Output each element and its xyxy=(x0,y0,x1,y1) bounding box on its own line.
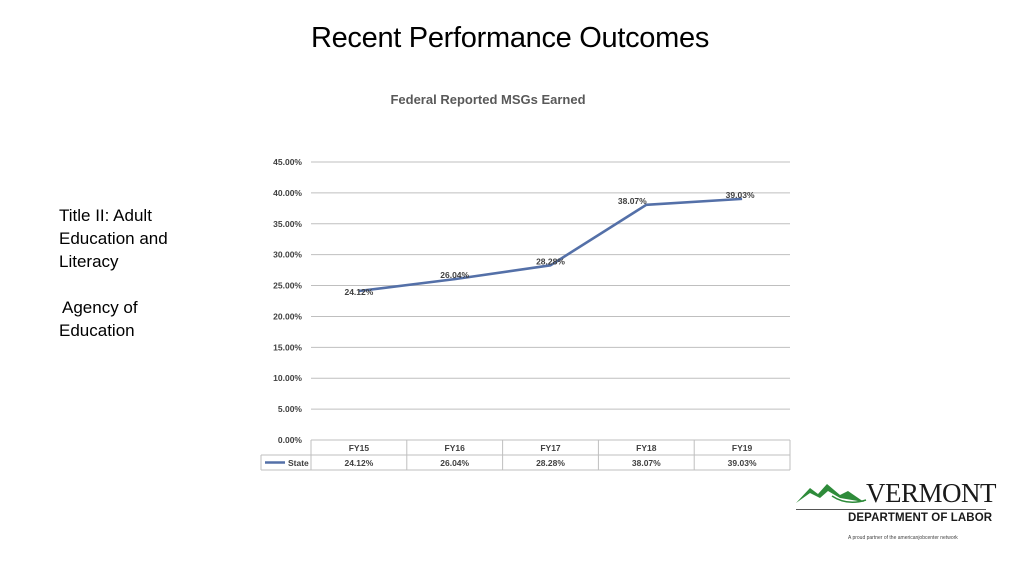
data-label: 24.12% xyxy=(344,287,373,297)
x-category-label: FY16 xyxy=(445,443,466,453)
side-text-line: Agency of xyxy=(62,298,138,317)
table-value: 38.07% xyxy=(632,458,661,468)
x-category-label: FY15 xyxy=(349,443,370,453)
slide-title: Recent Performance Outcomes xyxy=(310,22,710,54)
y-tick-label: 10.00% xyxy=(273,373,302,383)
series-line-state xyxy=(358,197,743,293)
table-value: 28.28% xyxy=(536,458,565,468)
y-tick-label: 40.00% xyxy=(273,188,302,198)
logo-divider xyxy=(796,509,986,510)
y-tick-label: 20.00% xyxy=(273,311,302,321)
side-text-line: Education and xyxy=(59,229,168,248)
side-text-line: Education xyxy=(59,321,135,340)
data-label: 39.03% xyxy=(726,190,755,200)
logo-wordmark: VERMONT xyxy=(866,478,997,508)
table-value: 26.04% xyxy=(440,458,469,468)
side-text-line: Literacy xyxy=(59,252,119,271)
data-label: 38.07% xyxy=(618,196,647,206)
y-tick-label: 35.00% xyxy=(273,219,302,229)
legend-label: State xyxy=(288,458,309,468)
y-tick-label: 25.00% xyxy=(273,281,302,291)
y-tick-label: 15.00% xyxy=(273,342,302,352)
chart-title: Federal Reported MSGs Earned xyxy=(390,92,585,107)
data-label: 26.04% xyxy=(440,270,469,280)
y-tick-label: 45.00% xyxy=(273,157,302,167)
y-tick-label: 5.00% xyxy=(278,404,303,414)
data-label: 28.28% xyxy=(536,256,565,266)
mountain-logo-icon xyxy=(796,484,867,503)
logo-partner-line: A proud partner of the americanjobcenter… xyxy=(848,535,958,541)
y-tick-label: 30.00% xyxy=(273,250,302,260)
x-category-label: FY17 xyxy=(540,443,561,453)
table-value: 39.03% xyxy=(728,458,757,468)
y-tick-label: 0.00% xyxy=(278,435,303,445)
x-category-label: FY19 xyxy=(732,443,753,453)
logo-department: DEPARTMENT OF LABOR xyxy=(848,512,993,524)
vermont-dol-logo xyxy=(792,476,988,546)
side-text-line: Title II: Adult xyxy=(59,206,152,225)
x-category-label: FY18 xyxy=(636,443,657,453)
table-value: 24.12% xyxy=(344,458,373,468)
side-text: Title II: Adult Education and Literacy A… xyxy=(59,204,239,342)
